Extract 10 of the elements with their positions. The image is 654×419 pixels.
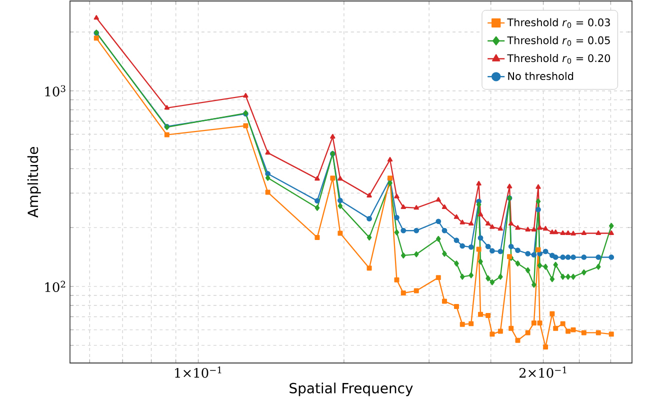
y-tick-label: 10$^{3}$: [45, 85, 66, 96]
legend-label: Threshold r$_{0}$ = 0.05: [507, 36, 610, 46]
x-tick-label: 2×10$^{−1}$: [519, 366, 566, 378]
y-tick-label: 10$^{2}$: [45, 280, 66, 292]
y-axis-title: Amplitude: [27, 146, 41, 218]
legend-label: Threshold r$_{0}$ = 0.20: [507, 54, 610, 64]
legend-label: No threshold: [508, 72, 574, 80]
x-tick-label: 1×10$^{−1}$: [175, 366, 222, 378]
x-axis-title: Spatial Frequency: [290, 382, 413, 396]
legend-label: Threshold r$_{0}$ = 0.03: [507, 18, 610, 28]
